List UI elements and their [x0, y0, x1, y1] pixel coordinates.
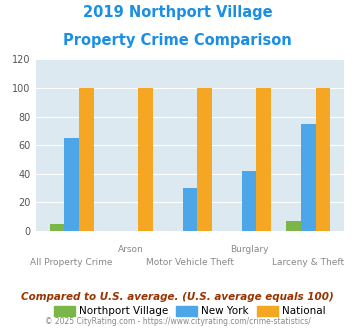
Bar: [197, 88, 212, 231]
Text: Arson: Arson: [118, 245, 144, 254]
Bar: [50, 224, 64, 231]
Bar: [138, 88, 153, 231]
Legend: Northport Village, New York, National: Northport Village, New York, National: [50, 301, 330, 321]
Bar: [316, 88, 330, 231]
Bar: [286, 221, 301, 231]
Text: Larceny & Theft: Larceny & Theft: [272, 258, 344, 267]
Text: 2019 Northport Village: 2019 Northport Village: [83, 5, 272, 20]
Bar: [301, 124, 316, 231]
Text: All Property Crime: All Property Crime: [31, 258, 113, 267]
Text: © 2025 CityRating.com - https://www.cityrating.com/crime-statistics/: © 2025 CityRating.com - https://www.city…: [45, 317, 310, 326]
Text: Compared to U.S. average. (U.S. average equals 100): Compared to U.S. average. (U.S. average …: [21, 292, 334, 302]
Bar: [64, 138, 79, 231]
Text: Property Crime Comparison: Property Crime Comparison: [63, 33, 292, 48]
Bar: [242, 171, 256, 231]
Text: Motor Vehicle Theft: Motor Vehicle Theft: [146, 258, 234, 267]
Bar: [256, 88, 271, 231]
Text: Burglary: Burglary: [230, 245, 268, 254]
Bar: [79, 88, 94, 231]
Bar: [182, 188, 197, 231]
